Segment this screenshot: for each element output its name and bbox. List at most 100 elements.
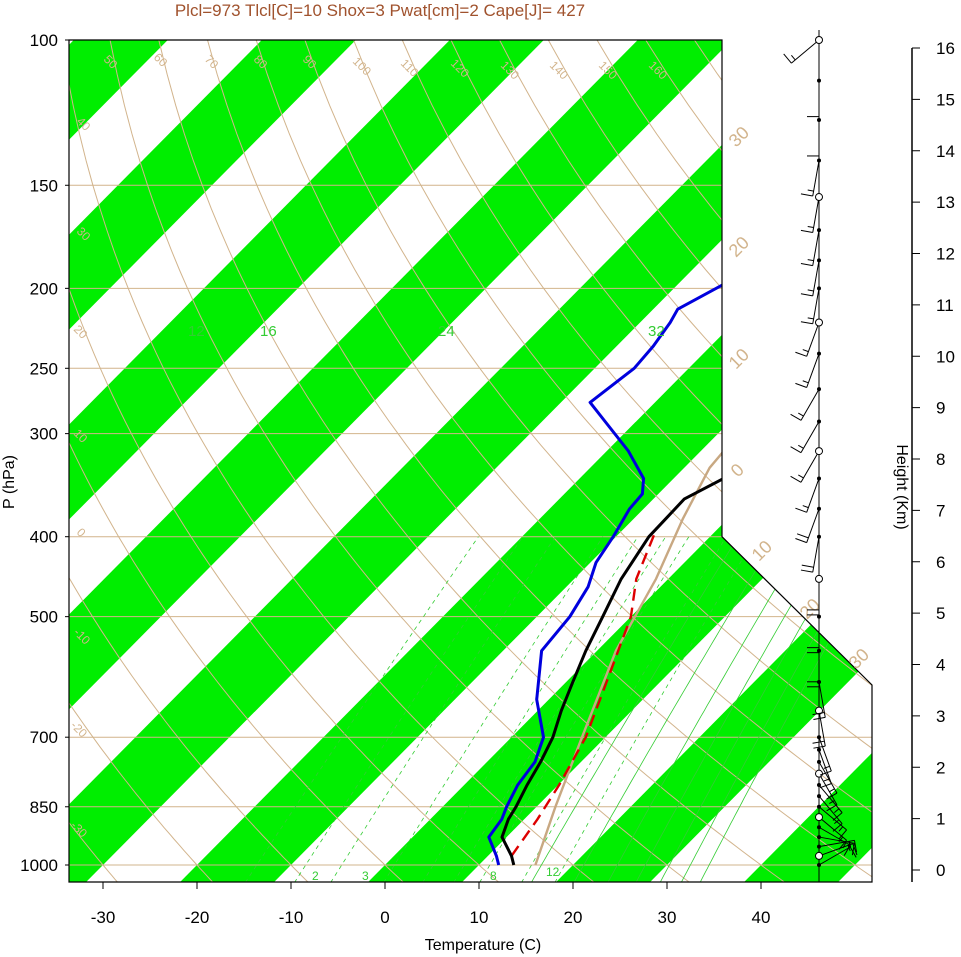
temperature-tick-label: 0 (380, 908, 389, 927)
height-tick-label: 9 (936, 399, 945, 418)
mixing-ratio-dashed-line (453, 536, 667, 882)
temperature-bands (69, 2, 961, 889)
dewpoint-profile-line (487, 49, 872, 866)
temperature-tick-label: 40 (752, 908, 771, 927)
temperature-tick-label: 30 (658, 908, 677, 927)
isotherm-band-label: 0 (727, 460, 748, 481)
pressure-tick-label: 1000 (20, 856, 58, 875)
mixing-ratio-label: 16 (260, 323, 277, 340)
pressure-tick-label: 200 (30, 279, 58, 298)
barb-dot-marker (817, 614, 821, 619)
wind-barb (783, 39, 820, 64)
mixing-ratio-label: 12 (188, 323, 205, 340)
barb-dot-marker (817, 863, 821, 867)
pressure-tick-label: 250 (30, 359, 58, 378)
dry-adiabat-line (353, 40, 872, 882)
temperature-tick-label: 10 (470, 908, 489, 927)
pressure-tick-label: 700 (30, 728, 58, 747)
mixing-ratio-dashed-line (479, 536, 690, 882)
barb-dot-marker (817, 506, 821, 511)
y-axis-label: P (hPa) (1, 455, 18, 509)
barb-dot-marker (817, 747, 821, 752)
wind-barb (818, 737, 832, 776)
barb-dot-marker (817, 835, 821, 840)
wind-barb (800, 160, 820, 197)
wind-barb (800, 260, 820, 297)
temperature-band (69, 40, 394, 882)
height-tick-label: 6 (936, 553, 945, 572)
wind-barb (800, 230, 820, 267)
mixing-ratio-dashed-line (383, 536, 604, 882)
isotherm-band-label: 20 (725, 233, 753, 261)
temperature-band (69, 40, 872, 882)
dry-adiabat-line (69, 40, 599, 882)
wind-barb (818, 784, 843, 821)
height-tick-label: 15 (936, 90, 955, 109)
wind-barb (790, 388, 820, 421)
barb-dot-marker (817, 228, 821, 233)
wind-barb (800, 196, 820, 233)
barb-dot-marker (817, 78, 821, 83)
dry-adiabat-line (69, 40, 122, 882)
height-tick-label: 0 (936, 861, 945, 880)
pressure-tick-label: 100 (30, 31, 58, 50)
barb-dot-marker (817, 804, 821, 809)
barb-dot-marker (817, 286, 821, 291)
wind-barb (795, 478, 820, 513)
dry-adiabat-line (255, 40, 872, 882)
height-tick-label: 10 (936, 347, 955, 366)
wind-barb (795, 508, 820, 544)
temperature-tick-label: -10 (279, 908, 304, 927)
wind-barb (795, 322, 820, 357)
height-tick-label: 11 (936, 296, 954, 315)
wind-barb (807, 578, 820, 616)
wind-barb (807, 650, 820, 688)
pressure-tick-label: 500 (30, 608, 58, 627)
height-tick-label: 3 (936, 707, 945, 726)
barb-dot-marker (817, 844, 821, 849)
wind-barb (800, 288, 820, 325)
wind-barbs (783, 30, 858, 882)
dry-adiabat-line (69, 40, 408, 882)
reference-parcel-profile-line (534, 56, 872, 866)
mixing-ratio-label: 24 (438, 323, 455, 340)
barb-circle-marker (815, 318, 823, 327)
barb-dot-marker (817, 419, 821, 424)
barb-dot-marker (817, 534, 821, 539)
wind-barb (800, 536, 820, 573)
dry-adiabat-label: 140 (547, 58, 571, 82)
wind-barb (818, 773, 838, 812)
wind-barb (812, 681, 826, 721)
height-tick-label: 13 (936, 193, 955, 212)
temperature-tick-label: -20 (185, 908, 210, 927)
y2-axis-label: Height (Km) (893, 444, 910, 529)
isotherm-band-label: 10 (748, 537, 776, 565)
dry-adiabat-line (304, 40, 872, 882)
mixing-ratio-label: 3 (362, 869, 369, 883)
temperature-band (549, 40, 872, 882)
barb-dot-marker (817, 735, 821, 740)
barb-circle-marker (815, 574, 823, 583)
barb-dot-marker (817, 794, 821, 799)
temperature-band (925, 2, 961, 889)
wind-barb (818, 806, 847, 840)
barb-circle-marker (815, 36, 823, 44)
mixing-ratio-label: 12 (546, 865, 560, 879)
profile-series (487, 49, 872, 866)
wind-barb (812, 710, 826, 749)
dry-adiabat-label: 100 (350, 54, 374, 78)
mixing-ratio-label: 2 (312, 869, 319, 883)
barb-circle-marker (815, 447, 823, 456)
x-axis-label: Temperature (C) (425, 937, 541, 954)
barb-circle-marker (815, 851, 823, 860)
height-tick-label: 8 (936, 450, 945, 469)
temperature-profile-line (500, 49, 872, 866)
wind-barb (807, 80, 820, 118)
barb-circle-marker (815, 706, 823, 715)
temperature-tick-label: -30 (91, 908, 116, 927)
height-tick-label: 12 (936, 245, 955, 264)
barb-dot-marker (817, 759, 821, 764)
wind-barb (790, 421, 820, 454)
height-tick-label: 4 (936, 656, 945, 675)
height-tick-label: 1 (936, 810, 945, 829)
